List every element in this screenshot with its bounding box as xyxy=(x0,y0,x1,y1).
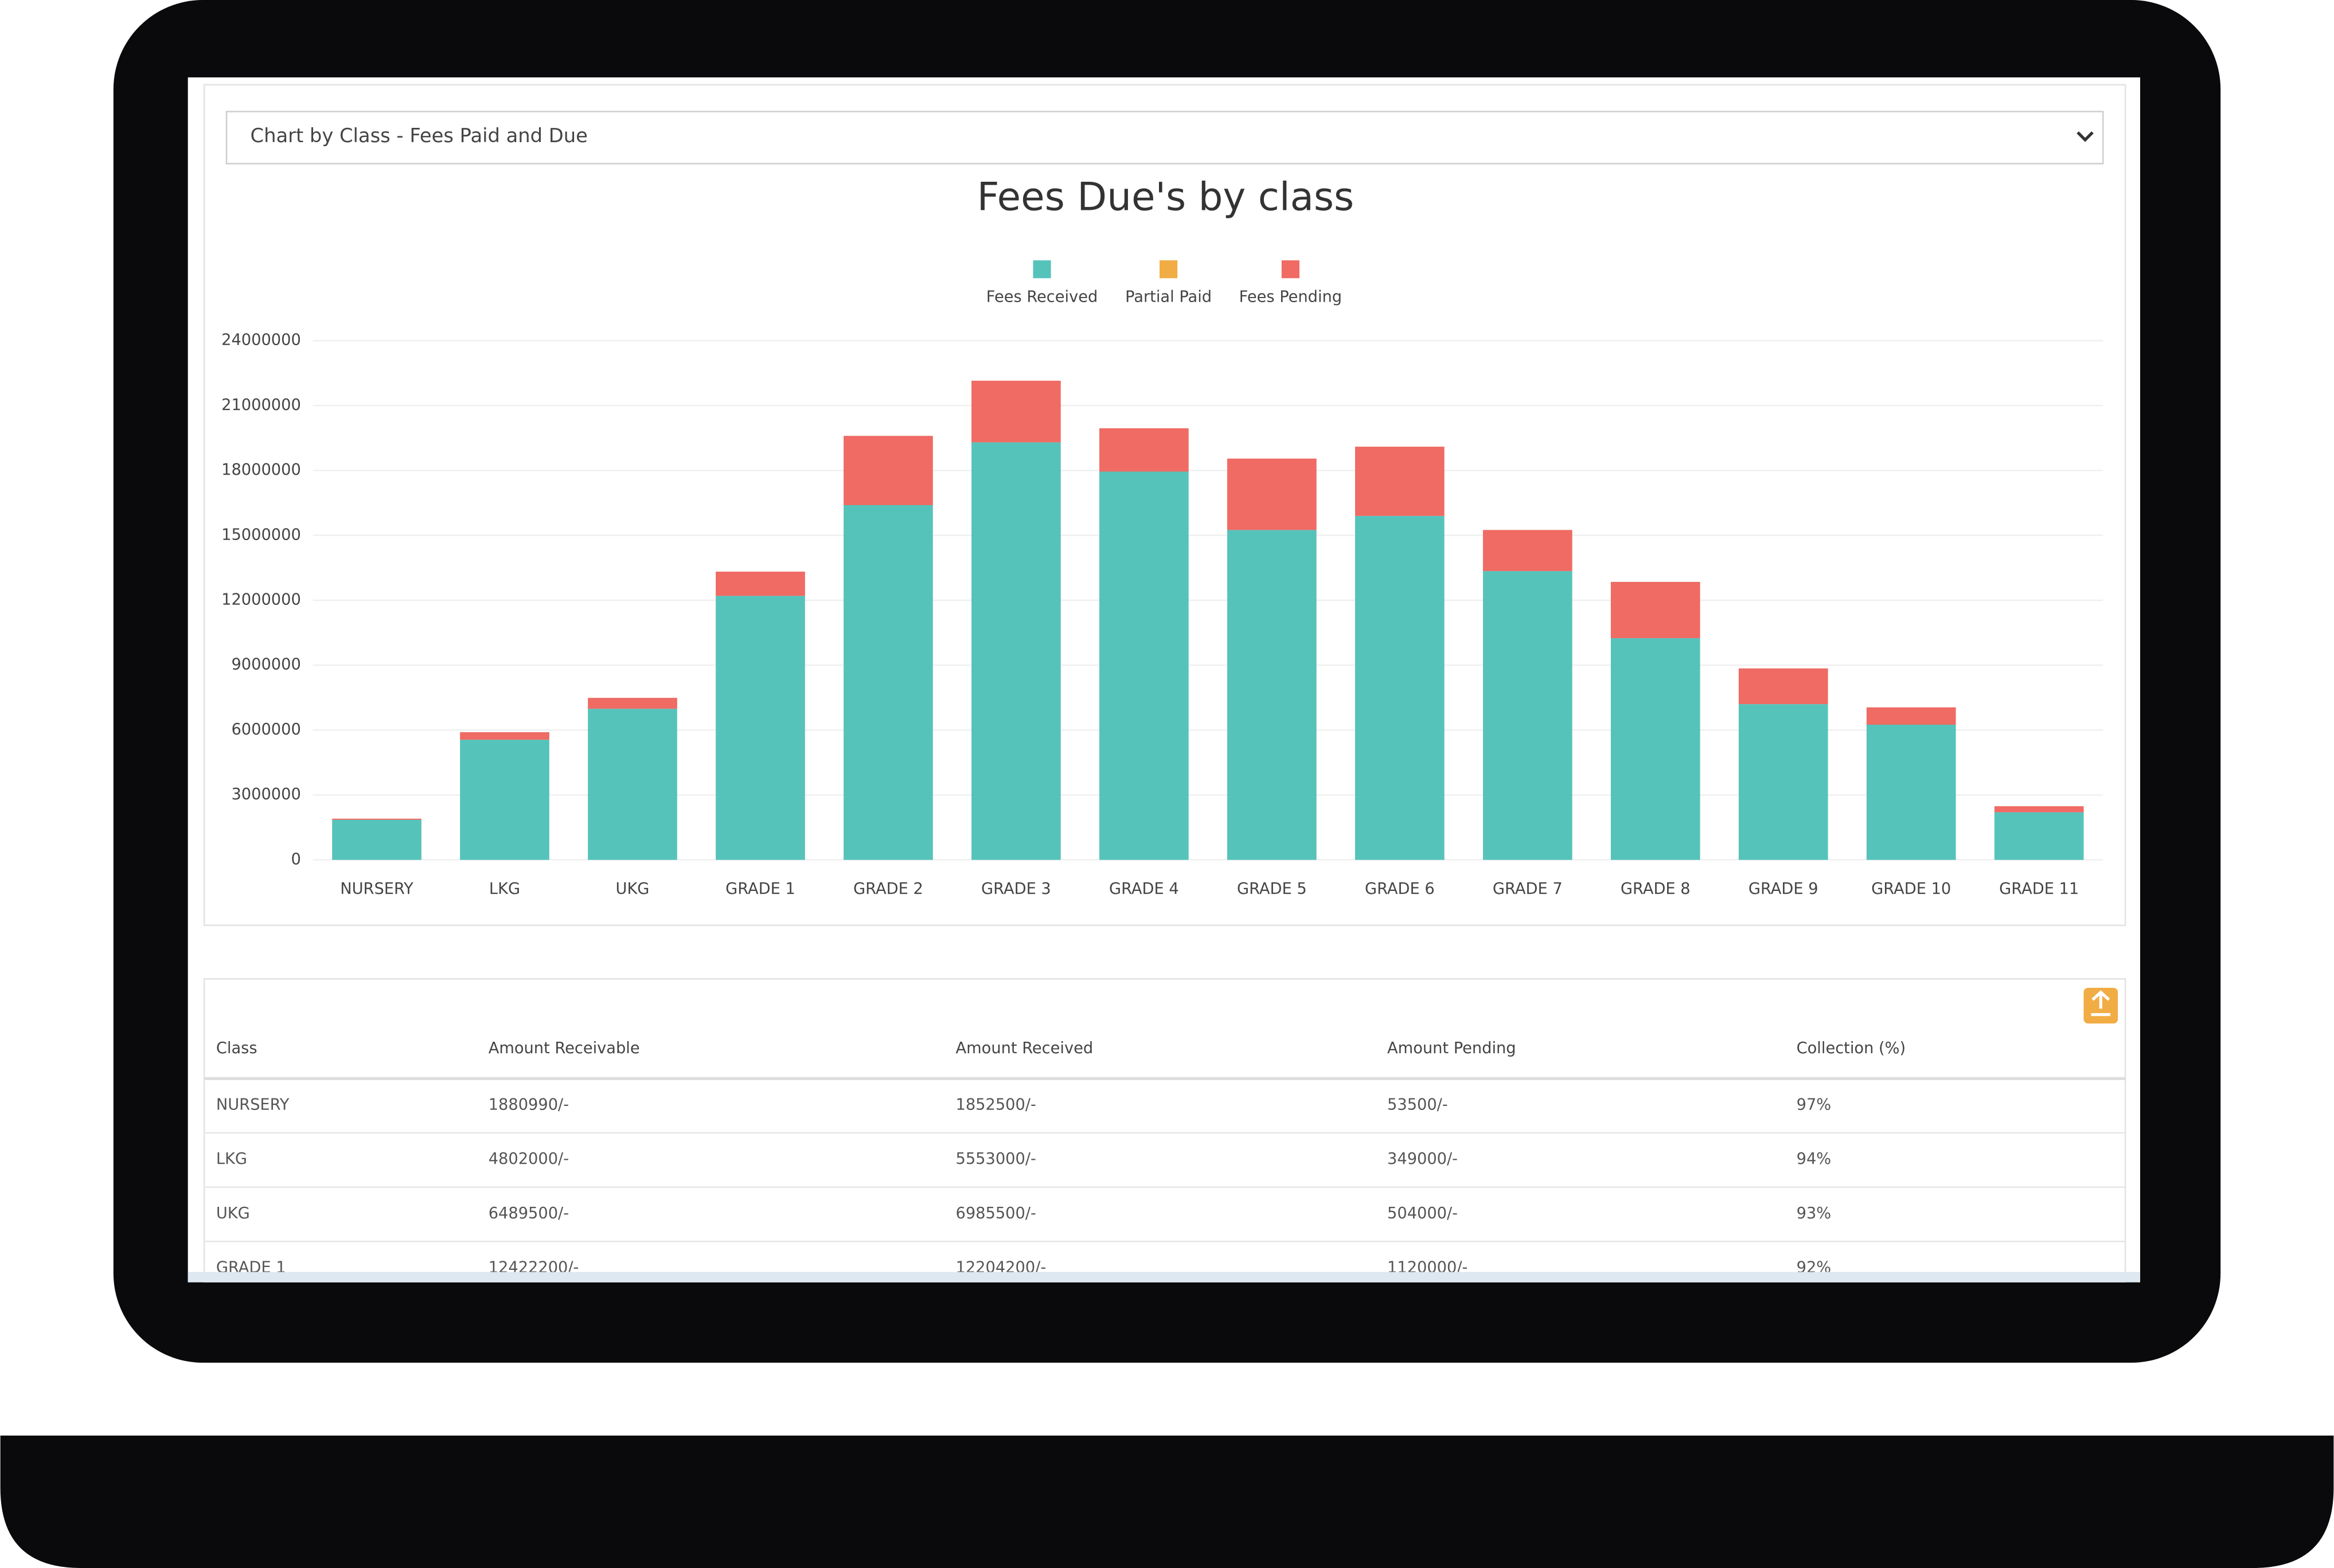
bar-segment xyxy=(1355,447,1445,516)
table-cell: 93% xyxy=(1797,1205,1832,1222)
bar-segment xyxy=(844,505,933,860)
table-cell: 1880990/- xyxy=(489,1096,569,1113)
x-tick-label: GRADE 2 xyxy=(853,880,923,898)
table-cell: 94% xyxy=(1797,1150,1832,1168)
table-cell: LKG xyxy=(216,1150,247,1168)
x-tick-label: GRADE 4 xyxy=(1109,880,1179,898)
table: Class Amount Receivable Amount Received Amo… xyxy=(204,1039,2126,1277)
x-tick-label: GRADE 10 xyxy=(1871,880,1951,898)
x-tick-label: GRADE 6 xyxy=(1365,880,1435,898)
x-tick-label: GRADE 9 xyxy=(1748,880,1818,898)
y-tick-label: 15000000 xyxy=(221,526,301,543)
table-cell: 5553000/- xyxy=(956,1150,1036,1168)
bar-segment xyxy=(716,596,805,860)
bar-segment xyxy=(1738,704,1828,860)
y-tick-label: 6000000 xyxy=(231,721,300,738)
export-icon xyxy=(2091,990,2111,1016)
x-tick-label: GRADE 5 xyxy=(1237,880,1307,898)
bar-segment xyxy=(1227,458,1317,530)
table-cell: 4802000/- xyxy=(489,1150,569,1168)
bar-segment xyxy=(1610,581,1700,639)
bar-segment xyxy=(844,436,933,506)
legend-swatch xyxy=(1281,260,1299,279)
bar-segment xyxy=(1994,806,2084,812)
table-cell: 6985500/- xyxy=(956,1205,1036,1222)
bar-segment xyxy=(971,442,1061,860)
bar-segment xyxy=(1866,707,1956,725)
chart-select-label: Chart by Class - Fees Paid and Due xyxy=(251,124,588,147)
scroll-strip xyxy=(188,1272,2141,1282)
bar-segment xyxy=(332,818,421,820)
x-tick-label: LKG xyxy=(489,880,520,898)
bar-segment xyxy=(588,709,677,860)
bar-segment xyxy=(460,740,549,860)
bar-segment xyxy=(1355,515,1445,860)
bar-segment xyxy=(1866,725,1956,860)
legend-label: Fees Pending xyxy=(1239,288,1342,306)
bar-segment xyxy=(1227,530,1317,860)
y-tick-label: 9000000 xyxy=(231,656,300,674)
bar-segment xyxy=(1482,530,1572,572)
x-tick-label: GRADE 1 xyxy=(725,880,795,898)
bar-segment xyxy=(1099,471,1189,860)
x-tick-label: GRADE 3 xyxy=(981,880,1051,898)
bar-segment xyxy=(1099,428,1189,472)
table-header: Amount Receivable xyxy=(489,1039,640,1057)
bar-segment xyxy=(1738,668,1828,705)
x-tick-label: GRADE 7 xyxy=(1493,880,1563,898)
table-cell: NURSERY xyxy=(216,1096,290,1113)
table-cell: 1852500/- xyxy=(956,1096,1036,1113)
bar-segment xyxy=(716,572,805,596)
table-card xyxy=(203,978,2126,1282)
legend-swatch xyxy=(1033,260,1051,279)
laptop-base xyxy=(0,1436,2334,1568)
bar-segment xyxy=(460,732,549,740)
x-tick-label: UKG xyxy=(616,880,650,898)
table-cell: 97% xyxy=(1797,1096,1832,1113)
table-header: Amount Pending xyxy=(1387,1039,1516,1057)
x-tick-label: GRADE 8 xyxy=(1621,880,1691,898)
table-cell: 349000/- xyxy=(1387,1150,1458,1168)
legend-swatch xyxy=(1160,260,1178,279)
screen: Chart by Class - Fees Paid and Due Fees … xyxy=(188,77,2141,1282)
x-tick-label: NURSERY xyxy=(340,880,413,898)
table-cell: 6489500/- xyxy=(489,1205,569,1222)
y-tick-label: 24000000 xyxy=(221,331,301,349)
table-cell: 504000/- xyxy=(1387,1205,1458,1222)
bar-segment xyxy=(971,381,1061,443)
y-tick-label: 3000000 xyxy=(231,785,300,803)
bar-segment xyxy=(588,698,677,709)
x-tick-label: GRADE 11 xyxy=(1999,880,2079,898)
chart-title: Fees Due's by class xyxy=(977,174,1355,219)
bar-segment xyxy=(1994,812,2084,860)
table-header: Class xyxy=(216,1039,257,1057)
chart: 0 3000000 6000000 9000000 12000000 15000000 18… xyxy=(221,260,2103,898)
bar-segment xyxy=(332,819,421,860)
bar-segment xyxy=(1610,638,1700,860)
y-tick-label: 12000000 xyxy=(221,591,301,609)
legend-label: Fees Received xyxy=(986,288,1098,306)
y-tick-label: 21000000 xyxy=(221,396,301,414)
table-cell: 53500/- xyxy=(1387,1096,1448,1113)
table-cell: UKG xyxy=(216,1205,250,1222)
table-header: Collection (%) xyxy=(1797,1039,1906,1057)
bar-segment xyxy=(1482,571,1572,860)
table-header: Amount Received xyxy=(956,1039,1094,1057)
chart-select[interactable] xyxy=(225,111,2104,165)
y-tick-label: 0 xyxy=(291,850,300,868)
select-caret xyxy=(2077,131,2094,142)
y-tick-label: 18000000 xyxy=(221,461,301,479)
legend-label: Partial Paid xyxy=(1125,288,1212,306)
